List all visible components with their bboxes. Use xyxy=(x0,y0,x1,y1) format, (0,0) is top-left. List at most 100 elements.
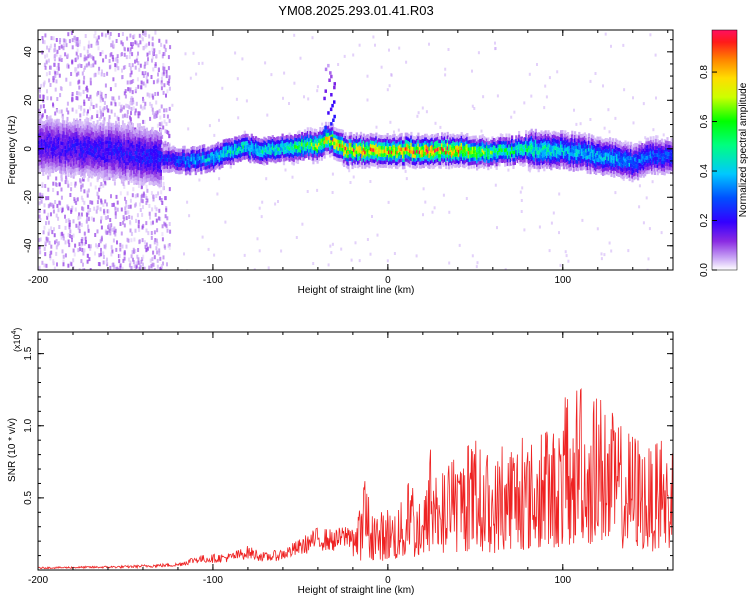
spectrogram-cell xyxy=(131,90,134,95)
spectrogram-cell xyxy=(82,175,85,179)
spectrogram-cell xyxy=(74,164,77,169)
spectrogram-cell xyxy=(449,144,452,149)
spectrogram-cell xyxy=(105,129,108,134)
spectrogram-cell xyxy=(117,165,120,169)
spectrogram-cell xyxy=(123,174,126,178)
spectrogram-cell xyxy=(308,130,311,135)
spectrogram-cell xyxy=(50,151,53,155)
spectrogram-cell xyxy=(123,155,126,160)
spectrogram-cell xyxy=(231,138,234,142)
spectrogram-cell xyxy=(177,159,181,164)
spectrogram-cell xyxy=(401,165,405,170)
spectrogram-cell xyxy=(135,58,138,63)
spectrogram-cell xyxy=(108,129,111,134)
spectrogram-cell xyxy=(93,206,96,211)
spectrogram-cell xyxy=(366,74,369,78)
spectrogram-cell xyxy=(158,136,161,140)
spectrogram-cell xyxy=(144,33,147,37)
spectrogram-cell xyxy=(327,121,330,126)
spectrogram-cell xyxy=(487,137,490,142)
spectrogram-cell xyxy=(390,136,393,140)
spectrogram-cell xyxy=(189,160,192,165)
spectrogram-cell xyxy=(104,199,107,204)
spectrogram-cell xyxy=(338,150,342,155)
spectrogram-cell xyxy=(80,244,83,248)
spectrogram-cell xyxy=(101,32,104,37)
spectrogram-cell xyxy=(158,38,161,43)
spectrogram-cell xyxy=(319,141,322,146)
spectrogram-cell xyxy=(201,159,204,163)
spectrogram-cell xyxy=(149,116,152,121)
spectrogram-cell xyxy=(103,100,106,105)
spectrogram-cell xyxy=(112,151,115,156)
spectrogram-cell xyxy=(134,129,137,133)
spectrogram-cell xyxy=(86,190,89,195)
spectrogram-cell xyxy=(483,161,486,166)
spectrogram-cell xyxy=(102,160,105,164)
spectrogram-cell xyxy=(61,167,64,171)
spectrogram-cell xyxy=(564,250,567,254)
spectrogram-cell xyxy=(98,66,101,71)
spectrogram-cell xyxy=(162,176,165,180)
spectrogram-cell xyxy=(225,145,228,150)
spectrogram-cell xyxy=(72,248,75,253)
spectrogram-cell xyxy=(117,150,120,155)
spectrogram-cell xyxy=(495,144,498,149)
spectrogram-cell xyxy=(249,145,252,149)
spectrogram-cell xyxy=(357,135,360,140)
spectrogram-cell xyxy=(73,154,76,159)
spectrogram-cell xyxy=(239,158,242,162)
spectrogram-cell xyxy=(75,128,78,132)
spectrogram-cell xyxy=(130,238,133,243)
spectrogram-cell xyxy=(169,229,172,234)
spectrogram-cell xyxy=(308,152,311,157)
spectrogram-cell xyxy=(298,133,301,138)
spectrogram-cell xyxy=(480,160,483,165)
spectrogram-cell xyxy=(112,170,115,174)
spectrogram-cell xyxy=(420,157,423,162)
spectrogram-cell xyxy=(478,153,481,158)
spectrogram-cell xyxy=(386,154,389,159)
spectrogram-cell xyxy=(233,154,237,159)
spectrogram-cell xyxy=(157,175,160,179)
spectrogram-cell xyxy=(102,255,105,259)
spectrogram-cell xyxy=(134,172,137,177)
spectrogram-cell xyxy=(158,251,161,256)
spectrogram-cell xyxy=(95,127,98,131)
spectrogram-cell xyxy=(89,148,92,152)
spectrogram-cell xyxy=(257,156,260,160)
spectrogram-cell xyxy=(392,148,395,153)
spectrogram-cell xyxy=(152,182,155,186)
spectrogram-cell xyxy=(362,155,365,159)
spectrogram-cell xyxy=(92,135,95,140)
spectrogram-cell xyxy=(379,164,382,168)
spectrogram-cell xyxy=(63,38,66,43)
spectrogram-cell xyxy=(141,131,144,135)
spectrogram-cell xyxy=(207,168,210,173)
spectrogram-cell xyxy=(213,253,216,257)
spectrogram-cell xyxy=(52,76,55,81)
spectrogram-cell xyxy=(471,146,474,151)
spectrogram-cell xyxy=(147,130,150,135)
spectrogram-cell xyxy=(57,122,60,127)
spectrogram-cell xyxy=(320,153,323,158)
spectrogram-cell xyxy=(152,153,155,157)
spectrogram-cell xyxy=(221,153,224,158)
spectrogram-cell xyxy=(47,231,50,236)
spectrogram-cell xyxy=(134,228,137,233)
spectrogram-cell xyxy=(141,193,144,198)
spectrogram-cell xyxy=(333,127,336,131)
spectrogram-cell xyxy=(92,131,95,136)
spectrogram-cell xyxy=(105,165,108,170)
spectrogram-cell xyxy=(121,266,124,270)
spectrogram-cell xyxy=(53,141,56,145)
spectrogram-cell xyxy=(74,139,77,143)
spectrogram-cell xyxy=(115,160,118,165)
spectrogram-cell xyxy=(403,143,406,148)
spectrogram-cell xyxy=(153,240,156,245)
spectrogram-cell xyxy=(348,139,351,143)
spectrogram-cell xyxy=(434,152,437,157)
spectrogram-cell xyxy=(150,173,153,178)
spectrogram-cell xyxy=(106,154,109,159)
spectrogram-cell xyxy=(596,227,599,231)
